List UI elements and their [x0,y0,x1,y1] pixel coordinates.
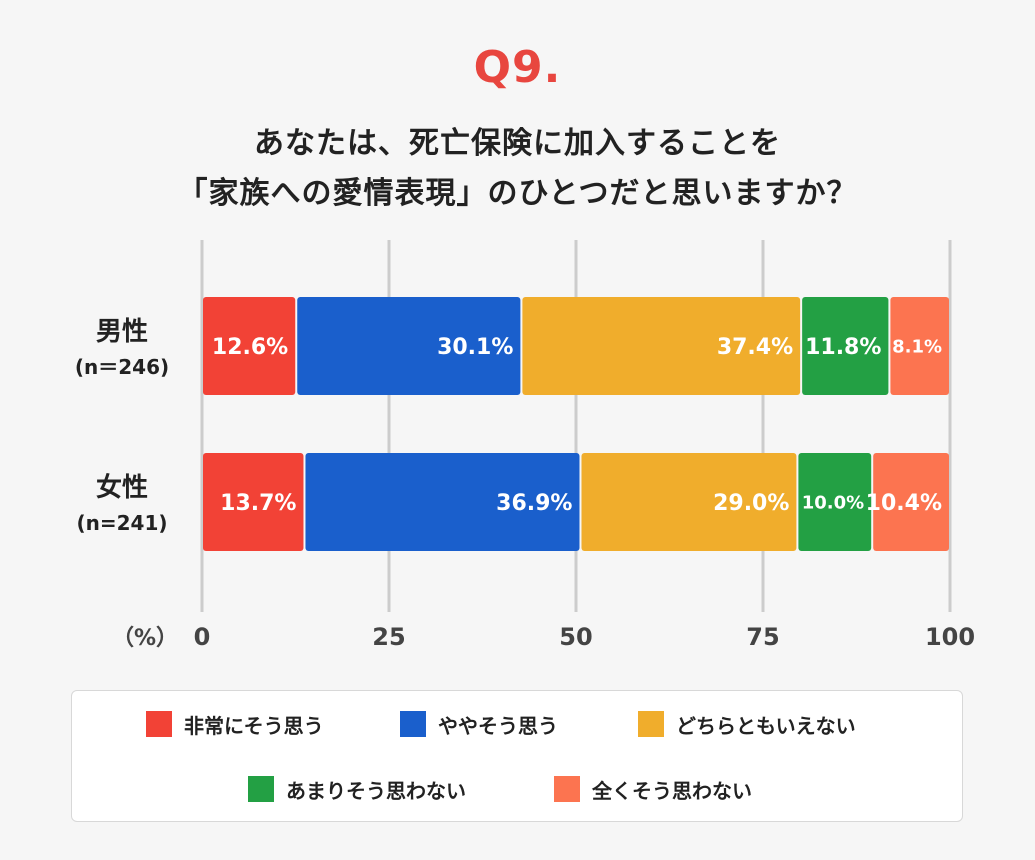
legend-label-somewhat: ややそう思う [438,713,558,738]
legend-swatch-somewhat [400,711,426,737]
category-label-0: 男性 [96,317,148,347]
legend: 非常にそう思う ややそう思う どちらともいえない あまりそう思わない 全くそう思… [71,690,963,822]
data-label-not_at_all-0: 8.1% [892,336,942,357]
legend-item-somewhat: ややそう思う [400,709,558,739]
data-label-very_much-1: 13.7% [220,491,296,516]
legend-item-very-much: 非常にそう思う [146,709,324,739]
legend-swatch-neutral [638,711,664,737]
data-label-very_much-0: 12.6% [212,335,288,360]
tick-label-25: 25 [372,623,405,651]
bar-neutral-1 [581,453,797,551]
category-label-1: 女性 [96,472,148,503]
legend-label-not-at-all: 全くそう思わない [592,778,752,803]
bar-not_at_all-1 [873,453,949,551]
axis-unit-label: （%） [112,626,178,651]
chart-title-line-2: 「家族への愛情表現」のひとつだと思いますか？ [177,176,858,211]
legend-item-not-really: あまりそう思わない [248,774,466,804]
legend-swatch-very-much [146,711,172,737]
bar-very_much-0 [203,297,296,395]
category-n-1: (n=241) [76,511,167,535]
category-n-0: (n＝246) [75,355,169,379]
bar-not_at_all-0 [890,297,949,395]
legend-label-very-much: 非常にそう思う [184,713,324,738]
legend-label-neutral: どちらともいえない [676,713,856,738]
data-label-not_really-0: 11.8% [805,335,881,360]
legend-label-not-really: あまりそう思わない [286,778,466,803]
data-label-not_at_all-1: 10.4% [866,491,942,516]
bar-neutral-0 [522,297,801,395]
bar-not_really-1 [798,453,872,551]
stacked-bar-chart: 12.6% 30.1% 37.4% 11.8% 8.1% 男性 (n＝246) 13.7% 36… [75,240,975,651]
legend-item-not-at-all: 全くそう思わない [554,774,752,804]
data-label-somewhat-1: 36.9% [496,491,572,516]
bar-somewhat-0 [297,297,521,395]
bar-somewhat-1 [305,453,580,551]
bar-not_really-0 [802,297,889,395]
legend-swatch-not-at-all [554,776,580,802]
data-label-neutral-0: 37.4% [717,335,793,360]
legend-swatch-not-really [248,776,274,802]
chart-title-line-1: あなたは、死亡保険に加入することを [254,126,781,161]
data-label-not_really-1: 10.0% [802,492,864,513]
legend-item-neutral: どちらともいえない [638,709,856,739]
tick-label-0: 0 [194,623,211,651]
question-number: Q9. [473,42,562,93]
tick-label-75: 75 [746,623,779,651]
tick-label-100: 100 [925,623,975,651]
data-label-somewhat-0: 30.1% [437,335,513,360]
data-label-neutral-1: 29.0% [713,491,789,516]
tick-label-50: 50 [559,623,592,651]
bar-very_much-1 [203,453,304,551]
